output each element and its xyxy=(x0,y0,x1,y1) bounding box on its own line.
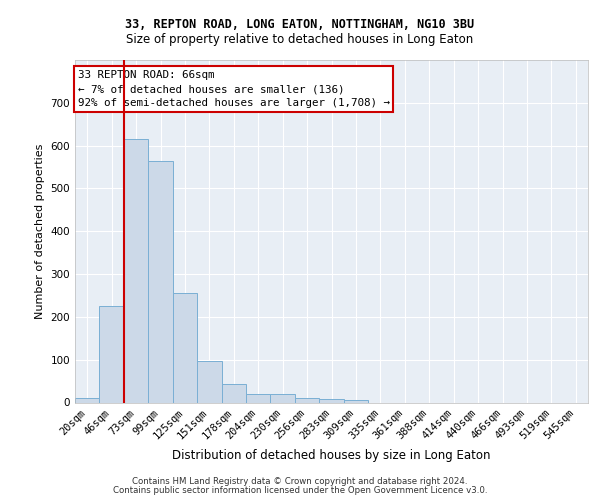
Bar xyxy=(100,306,124,402)
Bar xyxy=(197,362,221,403)
Text: 33, REPTON ROAD, LONG EATON, NOTTINGHAM, NG10 3BU: 33, REPTON ROAD, LONG EATON, NOTTINGHAM,… xyxy=(125,18,475,30)
Text: Contains HM Land Registry data © Crown copyright and database right 2024.: Contains HM Land Registry data © Crown c… xyxy=(132,477,468,486)
Bar xyxy=(295,398,319,402)
Bar xyxy=(221,384,246,402)
Bar xyxy=(75,398,100,402)
Bar xyxy=(124,139,148,402)
Text: Size of property relative to detached houses in Long Eaton: Size of property relative to detached ho… xyxy=(127,32,473,46)
X-axis label: Distribution of detached houses by size in Long Eaton: Distribution of detached houses by size … xyxy=(172,450,491,462)
Bar xyxy=(173,294,197,403)
Bar xyxy=(148,160,173,402)
Bar xyxy=(319,399,344,402)
Text: 33 REPTON ROAD: 66sqm
← 7% of detached houses are smaller (136)
92% of semi-deta: 33 REPTON ROAD: 66sqm ← 7% of detached h… xyxy=(77,70,389,108)
Text: Contains public sector information licensed under the Open Government Licence v3: Contains public sector information licen… xyxy=(113,486,487,495)
Bar xyxy=(271,394,295,402)
Y-axis label: Number of detached properties: Number of detached properties xyxy=(35,144,45,319)
Bar xyxy=(246,394,271,402)
Bar xyxy=(344,400,368,402)
